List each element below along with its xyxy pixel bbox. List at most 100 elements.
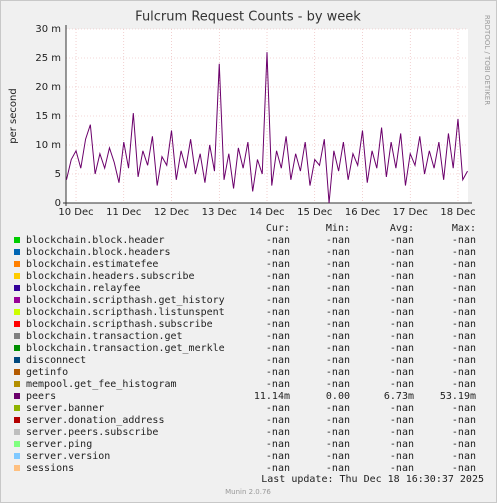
legend-stat: -nan (452, 367, 476, 378)
legend-label: server.ping (26, 439, 92, 450)
legend-stat: -nan (390, 367, 414, 378)
legend-swatch (14, 309, 20, 315)
legend-stat: -nan (452, 451, 476, 462)
x-tick-label: 12 Dec (154, 207, 189, 218)
legend-label: blockchain.headers.subscribe (26, 271, 195, 282)
legend-swatch (14, 405, 20, 411)
legend-stat: -nan (452, 271, 476, 282)
legend-stat: -nan (266, 451, 290, 462)
legend-stat: -nan (266, 463, 290, 474)
legend-swatch (14, 465, 20, 471)
legend-stat: -nan (326, 271, 350, 282)
legend-stat: -nan (452, 319, 476, 330)
legend-stat: -nan (390, 343, 414, 354)
legend-stat: -nan (266, 355, 290, 366)
legend-stat: -nan (326, 259, 350, 270)
legend-label: blockchain.relayfee (26, 283, 140, 294)
footer: Last update: Thu Dec 18 16:30:37 2025 (261, 474, 484, 485)
legend-stat: -nan (452, 307, 476, 318)
legend-stat: -nan (326, 427, 350, 438)
legend-stat: -nan (390, 331, 414, 342)
legend-swatch (14, 249, 20, 255)
legend-label: blockchain.transaction.get_merkle (26, 343, 225, 354)
legend-stat: -nan (266, 283, 290, 294)
y-tick-label: 0 (55, 198, 61, 209)
legend-stat: -nan (266, 271, 290, 282)
legend-stat: -nan (390, 235, 414, 246)
legend-swatch (14, 237, 20, 243)
legend-label: server.banner (26, 403, 104, 414)
legend-swatch (14, 453, 20, 459)
legend-stat: -nan (390, 439, 414, 450)
legend-swatch (14, 441, 20, 447)
legend-stat: -nan (452, 427, 476, 438)
legend-header: Min: (326, 223, 350, 234)
legend-stat: -nan (266, 259, 290, 270)
legend-header: Cur: (266, 223, 290, 234)
legend-stat: -nan (266, 403, 290, 414)
y-tick-label: 25 m (35, 53, 61, 64)
legend-label: blockchain.block.header (26, 235, 164, 246)
x-tick-label: 13 Dec (202, 207, 237, 218)
legend-swatch (14, 381, 20, 387)
legend-swatch (14, 297, 20, 303)
legend-header: Avg: (390, 223, 414, 234)
legend-stat: -nan (326, 235, 350, 246)
legend-label: blockchain.block.headers (26, 247, 171, 258)
legend-stat: -nan (326, 439, 350, 450)
legend-stat: -nan (390, 259, 414, 270)
legend-stat: -nan (390, 403, 414, 414)
legend-swatch (14, 369, 20, 375)
legend-stat: -nan (326, 331, 350, 342)
x-tick-label: 16 Dec (345, 207, 380, 218)
legend-label: blockchain.scripthash.get_history (26, 295, 225, 306)
legend-stat: -nan (266, 295, 290, 306)
legend-stat: -nan (390, 463, 414, 474)
legend-stat: -nan (452, 415, 476, 426)
legend-label: mempool.get_fee_histogram (26, 379, 177, 390)
legend-stat: -nan (452, 355, 476, 366)
legend-stat: -nan (452, 403, 476, 414)
legend-swatch (14, 261, 20, 267)
chart-title: Fulcrum Request Counts - by week (135, 10, 361, 25)
legend-stat: -nan (452, 439, 476, 450)
legend-label: peers (26, 391, 56, 402)
legend-label: server.version (26, 451, 110, 462)
legend-stat: -nan (452, 463, 476, 474)
y-tick-label: 15 m (35, 111, 61, 122)
legend-stat: -nan (326, 451, 350, 462)
x-tick-label: 15 Dec (297, 207, 332, 218)
side-note: RRDTOOL / TOBI OETIKER (483, 15, 491, 105)
legend-stat: -nan (326, 403, 350, 414)
legend-stat: 0.00 (326, 391, 350, 402)
legend-stat: -nan (390, 427, 414, 438)
legend-stat: -nan (390, 271, 414, 282)
legend-swatch (14, 429, 20, 435)
legend-stat: -nan (266, 439, 290, 450)
legend-stat: -nan (266, 235, 290, 246)
legend-stat: -nan (390, 451, 414, 462)
legend-stat: 11.14m (254, 391, 290, 402)
legend-swatch (14, 345, 20, 351)
legend-stat: -nan (390, 247, 414, 258)
legend-swatch (14, 321, 20, 327)
legend-swatch (14, 417, 20, 423)
x-tick-label: 14 Dec (249, 207, 284, 218)
series-line (65, 52, 468, 204)
legend-swatch (14, 333, 20, 339)
legend-header: Max: (452, 223, 476, 234)
legend-swatch (14, 393, 20, 399)
legend-swatch (14, 357, 20, 363)
legend-stat: -nan (326, 247, 350, 258)
legend-stat: -nan (390, 283, 414, 294)
legend-stat: -nan (266, 319, 290, 330)
legend-stat: -nan (390, 307, 414, 318)
legend-stat: -nan (326, 355, 350, 366)
legend-stat: -nan (326, 415, 350, 426)
legend-label: blockchain.transaction.get (26, 331, 183, 342)
legend-stat: 6.73m (384, 391, 414, 402)
legend-stat: -nan (452, 235, 476, 246)
legend-stat: -nan (326, 343, 350, 354)
legend-stat: 53.19m (440, 391, 476, 402)
